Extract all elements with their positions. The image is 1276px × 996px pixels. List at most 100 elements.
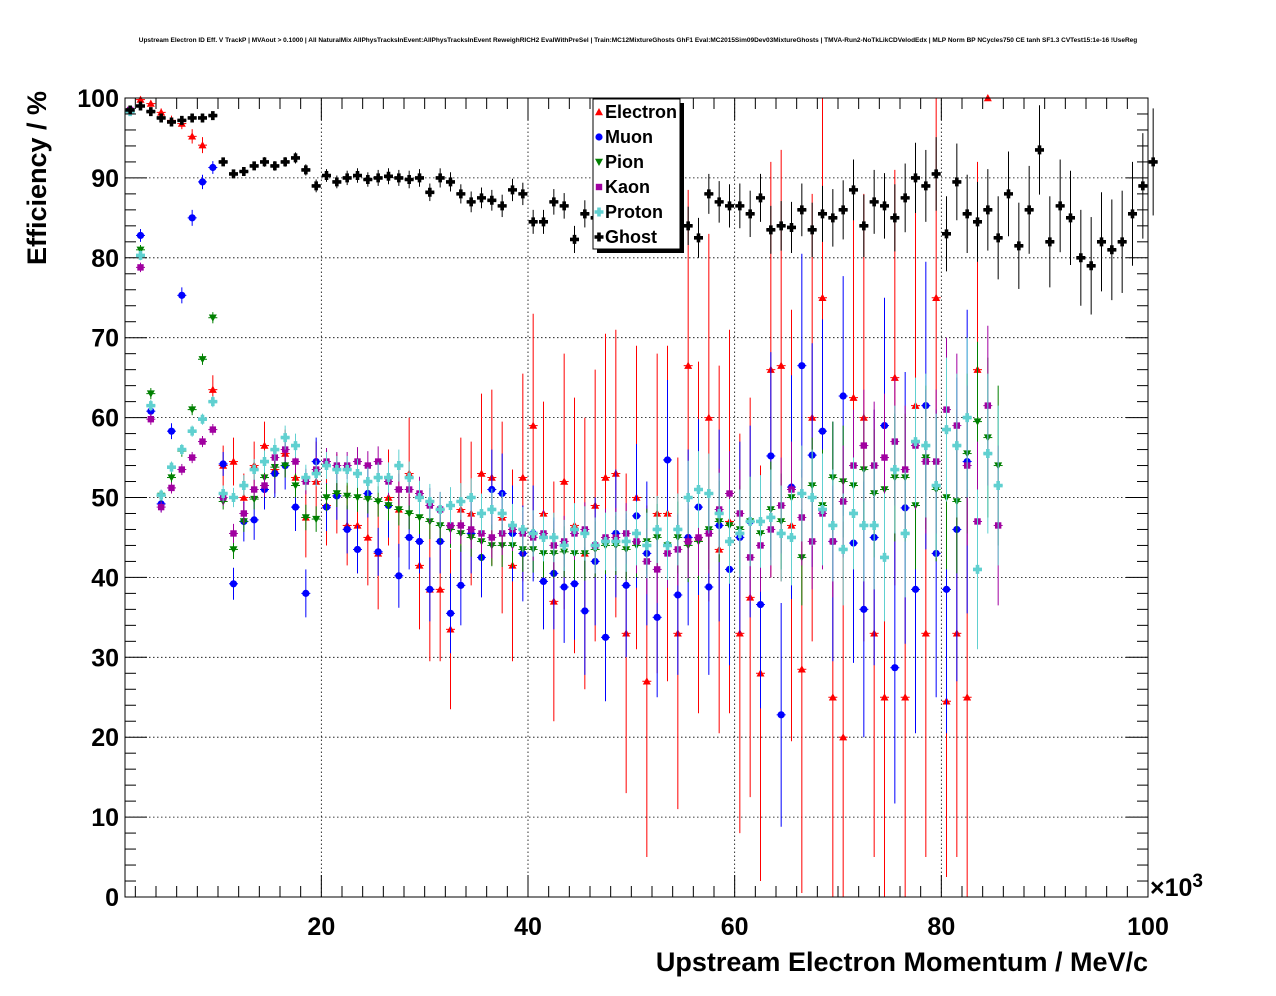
proton-point [404, 473, 414, 483]
kaon-point [364, 462, 372, 469]
electron-point [188, 132, 197, 140]
proton-point [570, 524, 579, 534]
proton-point [611, 536, 621, 546]
kaon-point [467, 526, 475, 533]
electron-point [704, 413, 713, 421]
proton-point [642, 540, 652, 550]
pion-point [146, 390, 155, 398]
proton-point [353, 469, 363, 479]
proton-point [725, 536, 734, 546]
proton-point [291, 441, 301, 451]
ghost-point [1045, 237, 1055, 247]
ghost-point [528, 217, 538, 227]
ghost-point [404, 174, 414, 184]
x-tick-label: 40 [514, 913, 542, 941]
ghost-point [384, 171, 394, 181]
muon-point [167, 427, 176, 435]
ghost-point [921, 181, 931, 191]
electron-point [797, 665, 806, 673]
proton-point [394, 461, 404, 471]
pion-point [136, 246, 145, 254]
proton-point [322, 461, 332, 471]
ghost-point [942, 229, 951, 239]
proton-point [280, 433, 290, 443]
kaon-point [881, 454, 888, 461]
ghost-point [911, 173, 920, 183]
muon-point [560, 583, 568, 591]
pion-point [188, 406, 197, 414]
ghost-point [446, 177, 456, 187]
x-axis-multiplier: ×103 [1150, 871, 1203, 902]
ghost-point [539, 217, 548, 227]
electron-point [890, 373, 899, 381]
proton-point [931, 481, 941, 491]
proton-point [187, 426, 197, 436]
ghost-point [487, 195, 497, 205]
pion-point [208, 314, 217, 322]
ghost-point [280, 157, 290, 167]
pion-point [229, 546, 238, 554]
pion-point [322, 494, 331, 502]
proton-point [828, 520, 838, 530]
electron-point [518, 473, 527, 481]
muon-point [457, 581, 465, 589]
axes: 0 10 20 30 40 50 60 70 80 90 100 20 40 60 80 100 [77, 85, 1169, 941]
ghost-point [415, 173, 425, 183]
proton-point [363, 477, 373, 487]
pion-point [353, 494, 362, 502]
proton-point [756, 516, 765, 526]
ghost-point [187, 113, 197, 123]
muon-point [570, 580, 579, 588]
proton-point [332, 465, 342, 475]
electron-point [229, 457, 238, 465]
proton-point [239, 481, 249, 491]
ghost-point [332, 177, 342, 187]
proton-point [683, 493, 693, 503]
proton-point [136, 250, 145, 260]
ghost-point [1035, 145, 1044, 155]
ghost-point [507, 185, 517, 195]
muon-point [539, 577, 548, 585]
proton-point [621, 536, 631, 546]
kaon-point [901, 466, 909, 473]
proton-point [921, 441, 931, 451]
muon-point [343, 525, 351, 534]
pion-point [312, 515, 321, 524]
kaon-point [250, 486, 258, 493]
muon-point [405, 533, 413, 542]
y-tick-label: 30 [91, 644, 119, 672]
ghost-point [270, 161, 280, 171]
electron-point [642, 677, 651, 685]
pion-point [374, 498, 383, 506]
proton-point [962, 413, 972, 423]
proton-point [993, 481, 1003, 491]
proton-point [849, 508, 858, 518]
electron-point [880, 693, 889, 701]
ghost-point [456, 189, 466, 199]
ghost-point [900, 193, 910, 203]
muon-point [891, 664, 899, 672]
proton-point [745, 516, 755, 526]
proton-point [539, 532, 548, 542]
electron-point [828, 693, 837, 701]
kaon-point [199, 438, 206, 445]
y-tick-label: 40 [91, 564, 119, 592]
ghost-point [1138, 181, 1148, 191]
muon-point [374, 548, 382, 556]
ghost-point [156, 113, 166, 123]
ghost-point [177, 115, 187, 125]
pion-point [394, 506, 403, 514]
muon-point [581, 607, 589, 615]
y-tick-label: 90 [91, 165, 119, 193]
y-tick-label: 10 [91, 804, 119, 832]
ghost-point [1076, 253, 1086, 263]
y-axis-title: Efficiency / % [22, 91, 52, 265]
y-tick-label: 20 [91, 724, 119, 752]
electron-point [777, 361, 786, 369]
data-series [125, 94, 1158, 897]
proton-point [673, 524, 683, 534]
ghost-point [1086, 261, 1096, 271]
kaon-point [230, 530, 237, 537]
ghost-point [993, 233, 1003, 243]
